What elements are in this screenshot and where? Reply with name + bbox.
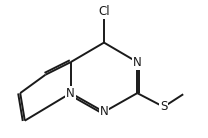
Text: Cl: Cl <box>98 6 110 18</box>
Text: N: N <box>133 56 142 69</box>
Text: S: S <box>160 100 167 113</box>
Text: N: N <box>100 105 108 118</box>
Text: N: N <box>66 87 75 100</box>
